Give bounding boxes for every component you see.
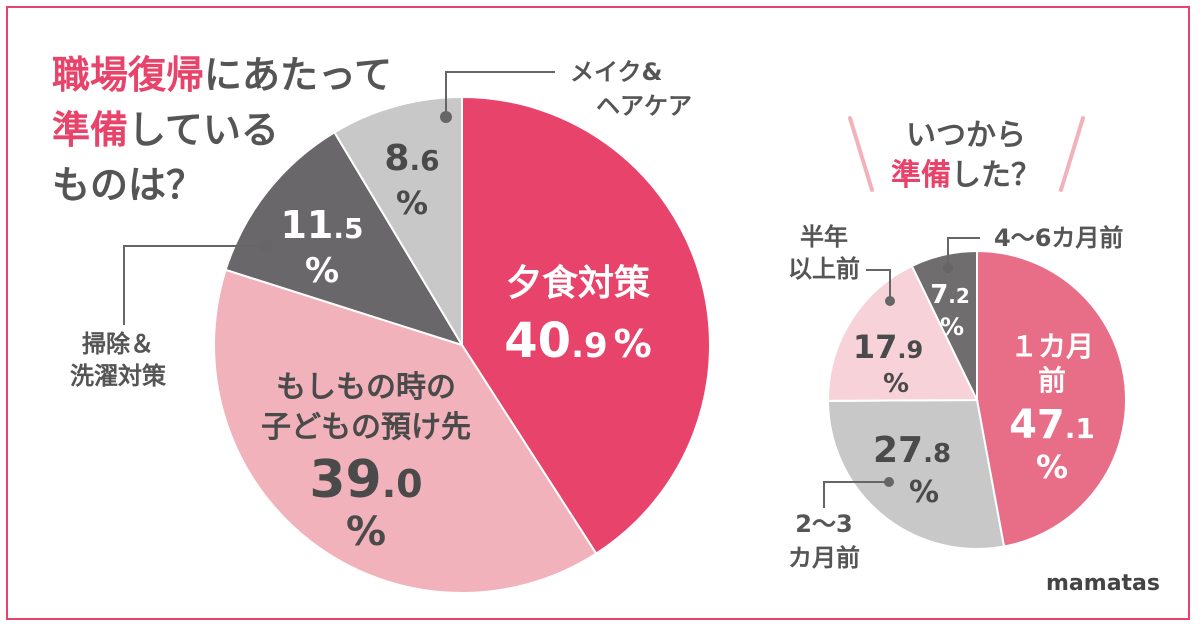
ext-label-half-year-l1: 半年 xyxy=(800,223,848,251)
slice-half-year xyxy=(827,264,979,402)
title-line-2: 準備している xyxy=(52,108,279,152)
slice-label-childcare-l2: 子どもの預け先 xyxy=(261,410,471,445)
slice-2to3-months xyxy=(826,398,1006,550)
leader-dot-2to3 xyxy=(884,477,894,487)
leader-makeup xyxy=(445,71,555,116)
leader-cleaning xyxy=(123,245,265,325)
slice-label-dinner: 夕食対策 xyxy=(506,263,650,304)
leader-dot-cleaning xyxy=(260,240,272,252)
ext-label-makeup-l2: ヘアケア xyxy=(596,92,692,120)
slice-cleaning xyxy=(224,130,465,347)
slice-pct-cleaning: % xyxy=(305,251,339,291)
slice-pct-childcare: % xyxy=(346,509,386,555)
slice-value-dinner: 40.9% xyxy=(504,313,651,369)
subtitle-line-1: いつから xyxy=(906,118,1026,153)
slice-pct-2to3: % xyxy=(909,475,939,510)
slice-childcare xyxy=(213,268,598,594)
slice-value-half-year: 17.9 xyxy=(853,328,923,366)
slice-value-4to6: 7.2 xyxy=(930,280,970,310)
slice-label-childcare-l1: もしもの時の xyxy=(276,370,456,405)
main-pie-chart xyxy=(213,95,711,594)
slice-makeup xyxy=(333,95,463,349)
slice-label-1month-l1: １カ月 xyxy=(1010,330,1094,363)
slice-value-makeup: 8.6 xyxy=(384,138,439,179)
slice-dinner xyxy=(461,95,711,555)
ext-label-2to3-l2: カ月前 xyxy=(788,544,860,572)
ext-label-makeup-l1: メイク& xyxy=(570,58,662,86)
title-line-3: ものは？ xyxy=(52,163,204,207)
slice-4to6-months xyxy=(910,249,978,401)
brand-logo: mamatas xyxy=(1046,571,1160,596)
slice-pct-1month: % xyxy=(1036,448,1068,486)
leader-dot-4to6 xyxy=(943,263,953,273)
ext-label-2to3-l1: 2〜3 xyxy=(795,510,852,538)
ext-label-4to6: 4〜6カ月前 xyxy=(994,224,1123,252)
ext-label-cleaning-l1: 掃除＆ xyxy=(82,330,154,358)
slice-value-2to3: 27.8 xyxy=(873,430,951,471)
leader-half-year xyxy=(866,269,891,300)
slice-value-childcare: 39.0 xyxy=(309,450,422,510)
subtitle-deco-left xyxy=(848,116,874,192)
sub-pie-chart xyxy=(826,249,1127,550)
leader-4to6 xyxy=(947,237,980,268)
slice-1month xyxy=(976,249,1127,548)
slice-pct-half-year: % xyxy=(883,369,909,399)
slice-label-1month-l2: 前 xyxy=(1038,364,1066,397)
leader-dot-half-year xyxy=(885,296,895,306)
leader-2to3 xyxy=(823,481,888,508)
slice-pct-makeup: % xyxy=(396,184,428,222)
slice-value-1month: 47.1 xyxy=(1009,402,1095,448)
ext-label-cleaning-l2: 洗濯対策 xyxy=(70,362,167,390)
title-line-1: 職場復帰にあたって xyxy=(52,53,392,97)
slice-pct-4to6: % xyxy=(940,313,964,341)
slice-value-cleaning: 11.5 xyxy=(280,203,363,247)
subtitle-line-2: 準備した？ xyxy=(891,158,1041,193)
leader-dot-makeup xyxy=(440,111,452,123)
ext-label-half-year-l2: 以上前 xyxy=(788,255,860,283)
subtitle-deco-right xyxy=(1059,116,1085,192)
